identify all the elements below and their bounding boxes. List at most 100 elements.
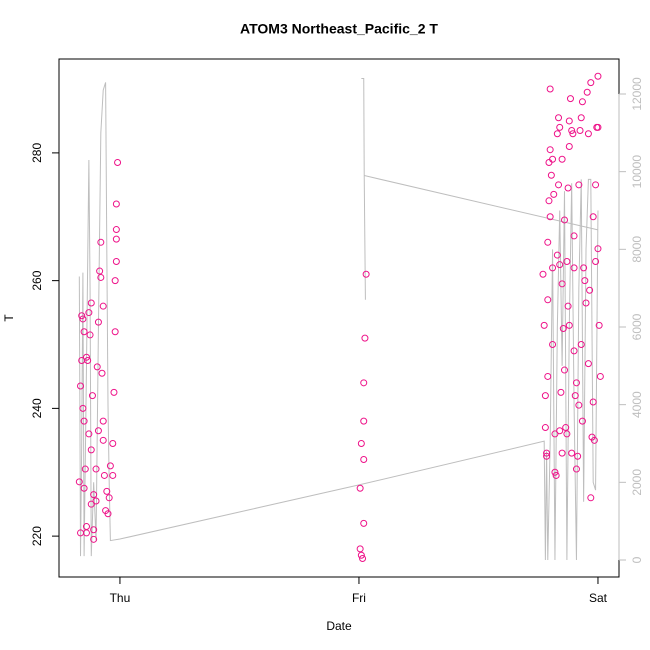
point: [558, 280, 566, 288]
point: [568, 127, 576, 135]
point: [545, 197, 553, 205]
point: [112, 257, 120, 265]
y-tick-label: 240: [30, 398, 44, 418]
point: [594, 245, 602, 253]
point: [594, 123, 602, 131]
point: [87, 446, 95, 454]
point: [111, 328, 119, 336]
point: [90, 535, 98, 543]
point: [577, 114, 585, 122]
point: [94, 427, 102, 435]
point: [572, 465, 580, 473]
point: [553, 251, 561, 259]
point: [547, 171, 555, 179]
point: [360, 417, 368, 425]
point: [544, 296, 552, 304]
point: [361, 334, 369, 342]
point: [552, 471, 560, 479]
point: [563, 257, 571, 265]
point: [114, 158, 122, 166]
point: [565, 321, 573, 329]
point: [559, 325, 567, 333]
point: [90, 491, 98, 499]
point: [549, 341, 557, 349]
point: [360, 519, 368, 527]
point: [93, 363, 101, 371]
point: [85, 430, 93, 438]
point: [592, 181, 600, 189]
point: [78, 312, 86, 320]
point: [565, 117, 573, 125]
point: [551, 430, 559, 438]
y2-tick-label: 4000: [630, 391, 644, 418]
point: [97, 238, 105, 246]
point: [583, 88, 591, 96]
point: [112, 200, 120, 208]
point: [587, 494, 595, 502]
point: [594, 72, 602, 80]
point: [546, 85, 554, 93]
point: [570, 232, 578, 240]
point: [575, 401, 583, 409]
x-axis-label: Date: [326, 619, 352, 633]
y2-tick-label: 10000: [630, 155, 644, 189]
point: [584, 360, 592, 368]
series-line: [78, 77, 599, 561]
y2-tick-label: 6000: [630, 313, 644, 340]
point: [558, 449, 566, 457]
y-tick-label: 280: [30, 143, 44, 163]
point: [362, 270, 370, 278]
y2-tick-label: 8000: [630, 236, 644, 263]
point: [576, 127, 584, 135]
point: [110, 388, 118, 396]
point: [555, 114, 563, 122]
point: [99, 436, 107, 444]
point: [87, 299, 95, 307]
point: [589, 213, 597, 221]
point: [356, 484, 364, 492]
point: [90, 526, 98, 534]
point: [541, 392, 549, 400]
point: [92, 497, 100, 505]
point: [582, 299, 590, 307]
point: [564, 302, 572, 310]
point: [555, 181, 563, 189]
point: [105, 494, 113, 502]
point: [80, 417, 88, 425]
point: [100, 471, 108, 479]
point: [357, 440, 365, 448]
y-tick-label: 260: [30, 270, 44, 290]
point: [92, 465, 100, 473]
point: [84, 356, 92, 364]
point: [558, 155, 566, 163]
point: [103, 487, 111, 495]
point: [569, 130, 577, 138]
point: [595, 321, 603, 329]
point: [359, 554, 367, 562]
point: [568, 449, 576, 457]
y2-tick-label: 2000: [630, 469, 644, 496]
point: [99, 302, 107, 310]
point: [570, 264, 578, 272]
point: [360, 455, 368, 463]
point: [589, 398, 597, 406]
point: [539, 270, 547, 278]
point: [75, 478, 83, 486]
point: [86, 331, 94, 339]
point: [80, 328, 88, 336]
point: [562, 424, 570, 432]
point: [590, 436, 598, 444]
point: [543, 452, 551, 460]
point: [77, 382, 85, 390]
point: [106, 462, 114, 470]
point: [94, 318, 102, 326]
point: [544, 372, 552, 380]
chart-title: ATOM3 Northeast_Pacific_2 T: [240, 21, 438, 37]
y2-tick-label: 0: [630, 556, 644, 563]
point: [549, 264, 557, 272]
point: [578, 417, 586, 425]
point: [587, 79, 595, 87]
point: [577, 341, 585, 349]
point: [360, 379, 368, 387]
point: [571, 392, 579, 400]
